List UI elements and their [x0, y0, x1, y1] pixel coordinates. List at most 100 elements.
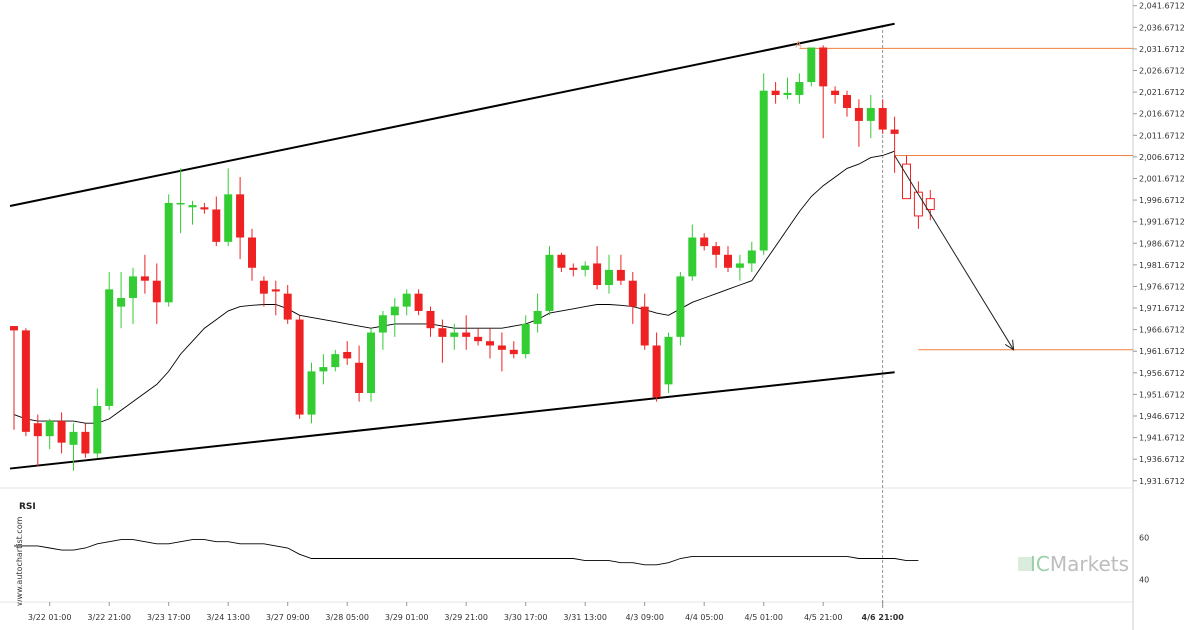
- candle-body: [129, 276, 137, 298]
- candle-body: [676, 276, 685, 337]
- price-tick-label: 2,016.6712: [1139, 110, 1185, 119]
- candle-body: [355, 362, 364, 393]
- price-tick-label: 1,941.6712: [1139, 434, 1185, 443]
- candles: [10, 45, 935, 471]
- candle-body: [819, 47, 828, 87]
- price-tick-label: 2,021.6712: [1139, 88, 1185, 97]
- candle-body: [700, 237, 709, 247]
- candle-body: [474, 336, 483, 342]
- price-tick-label: 1,996.6712: [1139, 196, 1185, 205]
- candle-body: [69, 431, 78, 445]
- candle-body: [164, 202, 173, 303]
- price-tick-label: 1,981.6712: [1139, 261, 1185, 270]
- candle-body: [438, 328, 447, 337]
- candle-body: [759, 90, 768, 251]
- rsi-line: [14, 539, 919, 566]
- price-tick-label: 2,026.6712: [1139, 67, 1185, 76]
- candle-body: [843, 95, 851, 108]
- candle-body: [902, 163, 911, 200]
- candle-body: [593, 263, 602, 286]
- brand-logo: ICMarkets: [1018, 552, 1129, 576]
- price-tick-label: 1,951.6712: [1139, 390, 1185, 399]
- candle-body: [628, 280, 637, 307]
- candle-body: [212, 209, 221, 242]
- candle-body: [283, 293, 292, 320]
- time-tick-label: 3/24 13:00: [206, 613, 250, 622]
- time-tick-label: 3/30 17:00: [504, 613, 548, 622]
- candle-body: [378, 315, 387, 333]
- time-tick-label: 3/28 05:00: [325, 613, 369, 622]
- candle-body: [486, 341, 494, 346]
- candle-body: [307, 371, 316, 415]
- candle-body: [497, 345, 506, 350]
- candle-body: [913, 191, 923, 217]
- svg-text:ICMarkets: ICMarkets: [1030, 552, 1129, 576]
- candle-body: [616, 269, 625, 281]
- candle-body: [581, 265, 590, 270]
- price-tick-label: 2,001.6712: [1139, 174, 1185, 183]
- price-tick-label: 1,966.6712: [1139, 326, 1185, 335]
- brand-logo-rest: Markets: [1050, 552, 1129, 576]
- candle-body: [343, 351, 352, 359]
- time-tick-label: 4/5 01:00: [744, 613, 782, 622]
- price-tick-label: 1,971.6712: [1139, 304, 1185, 313]
- candle-body: [390, 306, 399, 316]
- candle-body: [105, 289, 114, 406]
- channel-lower-line: [9, 371, 895, 470]
- candle-body: [735, 263, 744, 268]
- time-axis: 3/22 01:00 3/22 21:00 3/23 17:00 3/24 13:00…: [28, 602, 904, 622]
- candle-body: [140, 276, 149, 281]
- candle-body: [724, 254, 732, 268]
- price-tick-label: 1,961.6712: [1139, 347, 1185, 356]
- candle-body: [236, 194, 245, 238]
- candle-body: [783, 92, 792, 96]
- candle-body: [569, 267, 578, 270]
- rsi-tick-label: 40: [1139, 576, 1149, 585]
- price-tick-label: 1,986.6712: [1139, 239, 1185, 248]
- resistance-level-label: A: [795, 40, 802, 50]
- candle-body: [248, 237, 256, 268]
- brand-logo-mark: [1018, 557, 1032, 571]
- price-tick-label: 2,011.6712: [1139, 131, 1185, 140]
- time-tick-label: 4/4 05:00: [685, 613, 723, 622]
- time-tick-label: 3/27 09:00: [266, 613, 310, 622]
- time-tick-label: 3/22 01:00: [28, 613, 72, 622]
- time-tick-label: 3/31 13:00: [563, 613, 607, 622]
- candle-body: [462, 332, 471, 337]
- watermark-text: www.autochartist.com: [15, 516, 24, 606]
- candle-body: [21, 330, 30, 432]
- target-arrow-line: [894, 155, 1015, 351]
- price-tick-label: 1,956.6712: [1139, 369, 1185, 378]
- candle-body: [319, 367, 328, 372]
- candle-body: [854, 107, 863, 121]
- candle-body: [367, 332, 375, 393]
- candle-body: [200, 207, 209, 210]
- candle-body: [664, 336, 673, 385]
- time-tick-label: 4/5 21:00: [804, 613, 842, 622]
- candle-body: [878, 107, 887, 130]
- candle-body: [925, 198, 935, 210]
- candle-body: [331, 354, 340, 368]
- candle-body: [93, 405, 102, 454]
- time-tick-label: 3/22 21:00: [87, 613, 131, 622]
- time-tick-label: 4/3 09:00: [625, 613, 663, 622]
- candle-body: [414, 293, 423, 311]
- candle-body: [652, 345, 661, 398]
- candle-body: [747, 250, 756, 264]
- candle-body: [640, 306, 649, 346]
- price-tick-label: 1,946.6712: [1139, 412, 1185, 421]
- price-tick-label: 1,936.6712: [1139, 455, 1185, 464]
- rsi-tick-label: 60: [1139, 534, 1149, 543]
- brand-logo-ic: IC: [1030, 552, 1050, 576]
- rsi-panel-label: RSI: [19, 502, 36, 512]
- candle-body: [295, 319, 304, 415]
- candle-body: [450, 332, 459, 337]
- candle-body: [81, 431, 90, 454]
- candle-body: [259, 280, 268, 294]
- channel-upper-line: [9, 22, 895, 207]
- price-tick-label: 1,976.6712: [1139, 282, 1185, 291]
- time-tick-label: 4/6 21:00: [862, 613, 905, 622]
- candle-body: [866, 107, 875, 121]
- candle-body: [188, 205, 197, 208]
